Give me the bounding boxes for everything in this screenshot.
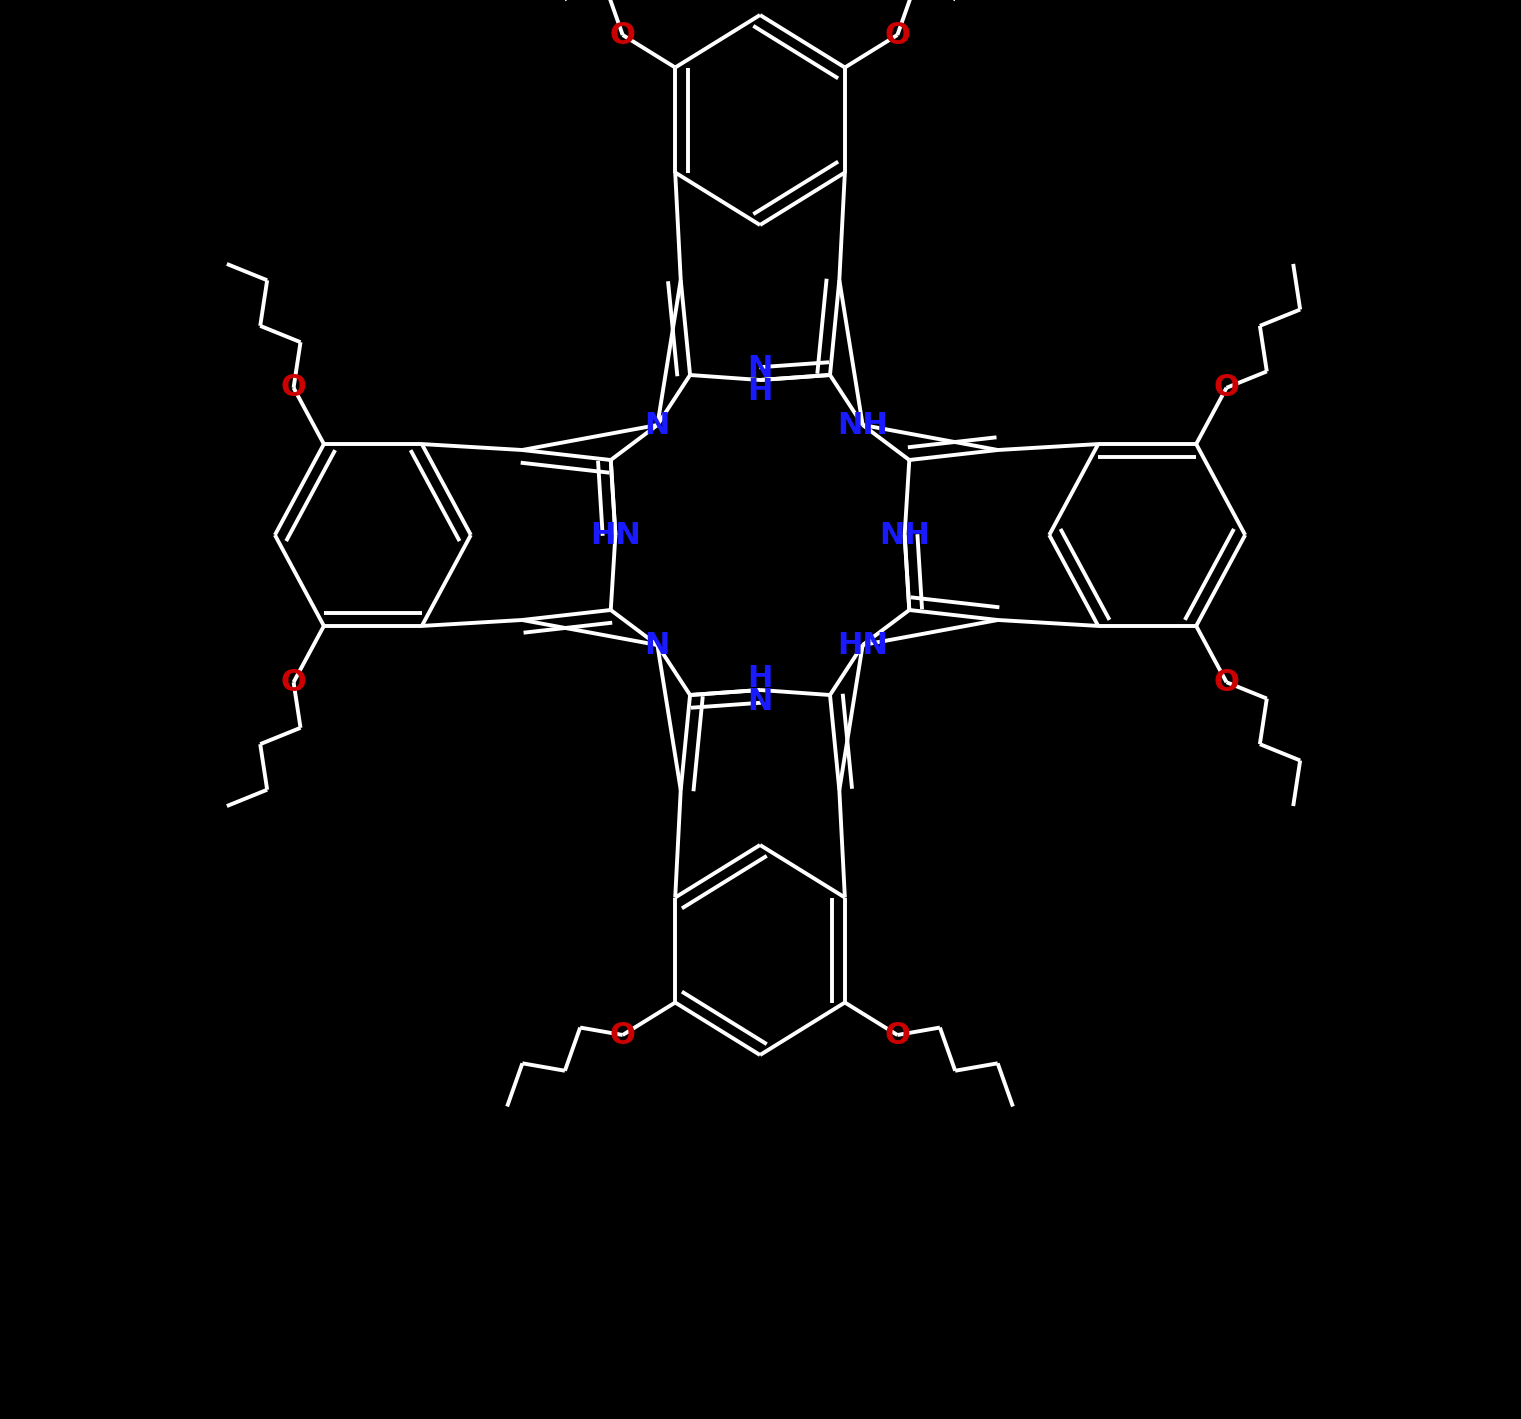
- Text: N: N: [645, 630, 671, 660]
- Text: HN: HN: [837, 630, 888, 660]
- Text: NH: NH: [837, 410, 888, 440]
- Text: O: O: [610, 20, 636, 50]
- Text: N
H: N H: [747, 353, 773, 406]
- Text: H
N: H N: [747, 664, 773, 717]
- Text: O: O: [281, 668, 307, 697]
- Text: O: O: [610, 1020, 636, 1050]
- Text: NH: NH: [879, 521, 929, 549]
- Text: O: O: [884, 20, 911, 50]
- Text: O: O: [1214, 373, 1240, 402]
- Text: N: N: [645, 410, 671, 440]
- Text: O: O: [281, 373, 307, 402]
- Text: O: O: [1214, 668, 1240, 697]
- Text: HN: HN: [590, 521, 640, 549]
- Text: O: O: [884, 1020, 911, 1050]
